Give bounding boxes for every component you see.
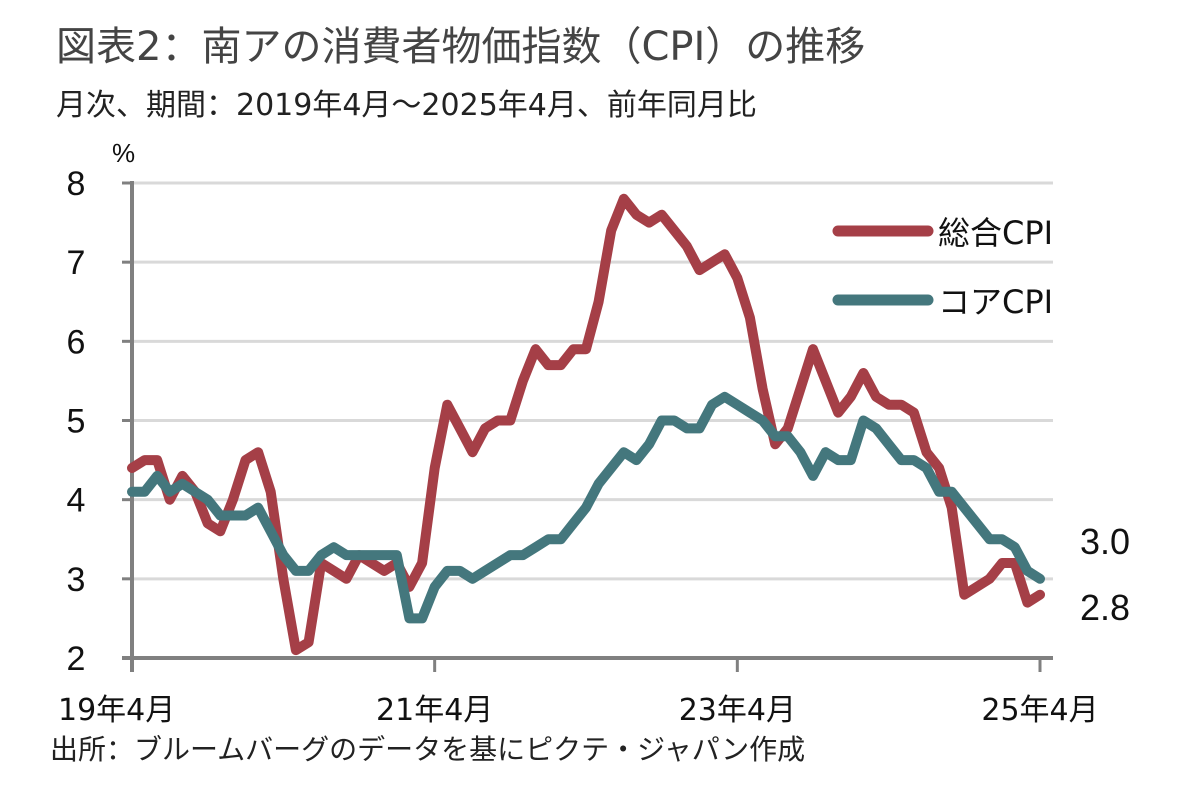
chart-title: 図表2：南アの消費者物価指数（CPI）の推移 [56, 24, 866, 70]
end-labels: 2.8 3.0 [1080, 521, 1130, 628]
source-note: 出所：ブルームバーグのデータを基にピクテ・ジャパン作成 [50, 733, 806, 766]
y-tick-label: 2 [67, 640, 86, 678]
y-unit-label: % [112, 138, 135, 168]
series-line-core-cpi [127, 391, 1045, 624]
y-tick-label: 3 [67, 561, 86, 599]
y-tick-label: 8 [67, 165, 86, 203]
x-tick-label: 19年4月 [58, 693, 175, 728]
series-lines [127, 193, 1045, 656]
legend-label: 総合CPI [938, 214, 1053, 252]
x-tick-label: 23年4月 [679, 693, 796, 728]
y-tick-label: 7 [67, 244, 86, 282]
end-value-label: 2.8 [1080, 587, 1130, 628]
x-axis-ticks: 19年4月 21年4月 23年4月 25年4月 [58, 658, 1099, 728]
y-tick-label: 6 [67, 323, 86, 361]
legend-label: コアCPI [938, 283, 1053, 321]
y-axis-ticks: 2 3 4 5 6 7 8 [67, 165, 132, 678]
end-value-label: 3.0 [1080, 521, 1130, 562]
x-tick-label: 21年4月 [376, 693, 493, 728]
chart-subtitle: 月次、期間：2019年4月～2025年4月、前年同月比 [56, 88, 757, 123]
series-line-headline-cpi [127, 193, 1045, 656]
legend: 総合CPI コアCPI [832, 214, 1053, 321]
legend-item: コアCPI [832, 283, 1053, 321]
y-tick-label: 4 [67, 482, 86, 520]
axes [122, 181, 1053, 672]
y-tick-label: 5 [67, 403, 86, 441]
legend-item: 総合CPI [832, 214, 1053, 252]
x-tick-label: 25年4月 [981, 693, 1098, 728]
